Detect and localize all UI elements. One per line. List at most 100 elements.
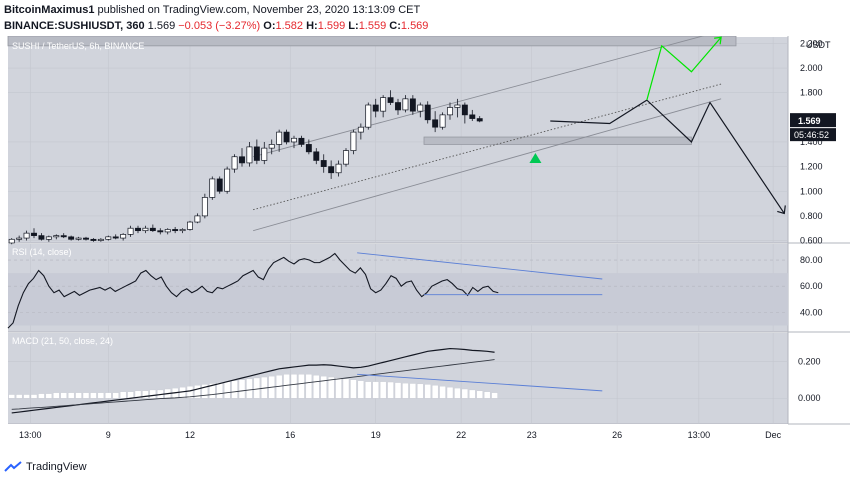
macd-histogram-bar — [402, 383, 409, 399]
macd-histogram-bar — [380, 381, 387, 399]
candle-body — [68, 236, 75, 240]
author-name[interactable]: BitcoinMaximus1 — [4, 4, 95, 16]
tradingview-footer[interactable]: TradingView — [4, 458, 87, 476]
candle — [209, 176, 216, 200]
candle-body — [335, 163, 342, 174]
candle-body — [409, 98, 416, 112]
macd-histogram-bar — [60, 392, 67, 399]
macd-histogram-bar — [216, 382, 223, 399]
open-label: O: — [263, 20, 276, 32]
candle-body — [395, 102, 401, 111]
macd-histogram-bar — [209, 383, 216, 399]
projection-path-green — [646, 36, 722, 101]
candle — [112, 234, 119, 240]
macd-histogram-bar — [194, 385, 201, 399]
candle-body — [253, 146, 260, 161]
chart-svg[interactable]: 2.200 2.000 1.800 1.400 1.200 1.000 0.800 0.600… — [0, 30, 850, 452]
candle — [447, 102, 453, 120]
candle-body — [187, 221, 193, 230]
candle-body — [16, 237, 23, 240]
candle-body — [209, 178, 216, 198]
candle — [372, 98, 379, 118]
time-tick-label: 23 — [527, 430, 537, 440]
macd-histogram-bar — [313, 375, 320, 399]
candle — [298, 135, 305, 147]
candle-body — [194, 215, 201, 223]
close-label: C: — [389, 20, 401, 32]
pane-background-2 — [8, 333, 788, 424]
candle — [335, 160, 342, 177]
candle-body — [432, 119, 439, 128]
candle — [305, 139, 312, 155]
macd-histogram-bar — [134, 390, 142, 399]
candle — [253, 139, 260, 165]
publish-line: BitcoinMaximus1 published on TradingView… — [4, 2, 844, 18]
candle — [97, 238, 104, 242]
macd-histogram-bar — [68, 392, 75, 399]
macd-histogram-bar — [246, 378, 253, 399]
candle — [239, 148, 245, 167]
macd-histogram-bar — [16, 394, 23, 399]
candle-body — [402, 98, 409, 111]
candle-body — [239, 156, 245, 164]
macd-histogram-bar — [38, 393, 45, 399]
candle-body — [461, 104, 468, 116]
projection-path-black — [550, 99, 785, 214]
tradingview-brand: TradingView — [26, 461, 87, 473]
candle-body — [60, 235, 67, 238]
candle-body — [454, 104, 461, 108]
candle — [31, 228, 37, 239]
candle-body — [149, 227, 156, 232]
candle — [135, 225, 141, 234]
candle — [343, 148, 349, 167]
candle — [328, 160, 335, 179]
candle-body — [201, 197, 208, 217]
time-tick-label: 22 — [456, 430, 466, 440]
macd-line — [11, 347, 495, 414]
channel-line — [253, 30, 722, 158]
macd-histogram-bar — [201, 384, 208, 399]
macd-tick-label: 0.000 — [798, 393, 821, 403]
candle-body — [313, 151, 320, 161]
countdown-badge — [790, 128, 836, 142]
candle-body — [291, 137, 297, 143]
chart-area[interactable]: 2.200 2.000 1.800 1.400 1.200 1.000 0.800 0.600… — [0, 30, 850, 452]
candle — [8, 238, 15, 245]
candle — [194, 213, 201, 224]
candle — [157, 228, 164, 235]
price-tick-label: 1.200 — [800, 162, 823, 172]
macd-histogram-bar — [127, 391, 134, 399]
projection-arrowhead-black — [777, 205, 786, 215]
candle — [424, 101, 431, 124]
candle — [45, 235, 52, 242]
macd-signal-line — [11, 359, 495, 410]
time-tick-label: 9 — [106, 430, 111, 440]
candle — [320, 154, 327, 173]
macd-histogram-bar — [328, 376, 335, 399]
macd-histogram-bar — [238, 379, 246, 399]
time-tick-label: 13:00 — [19, 430, 42, 440]
macd-histogram-bar — [105, 392, 112, 399]
candle-body — [127, 227, 134, 235]
candle-body — [350, 131, 357, 151]
candle-body — [276, 131, 283, 145]
candle-body — [53, 235, 60, 238]
macd-histogram-bar — [90, 392, 97, 399]
macd-histogram-bar — [120, 391, 127, 399]
candle — [461, 102, 468, 124]
macd-pane-title: MACD (21, 50, close, 24) — [12, 336, 113, 346]
macd-histogram-bar — [335, 377, 342, 399]
candle-body — [142, 227, 149, 232]
candle — [357, 123, 364, 140]
macd-histogram-bar — [454, 387, 461, 399]
candle — [68, 235, 75, 241]
chart-header: BitcoinMaximus1 published on TradingView… — [4, 2, 844, 38]
time-tick-label: 12 — [185, 430, 195, 440]
candle-body — [38, 235, 45, 240]
macd-histogram-bar — [432, 385, 439, 399]
candle — [38, 233, 45, 241]
currency-label: USDT — [806, 40, 831, 50]
open-value: 1.582 — [275, 20, 304, 32]
candle-body — [75, 237, 82, 240]
candle — [142, 225, 149, 234]
